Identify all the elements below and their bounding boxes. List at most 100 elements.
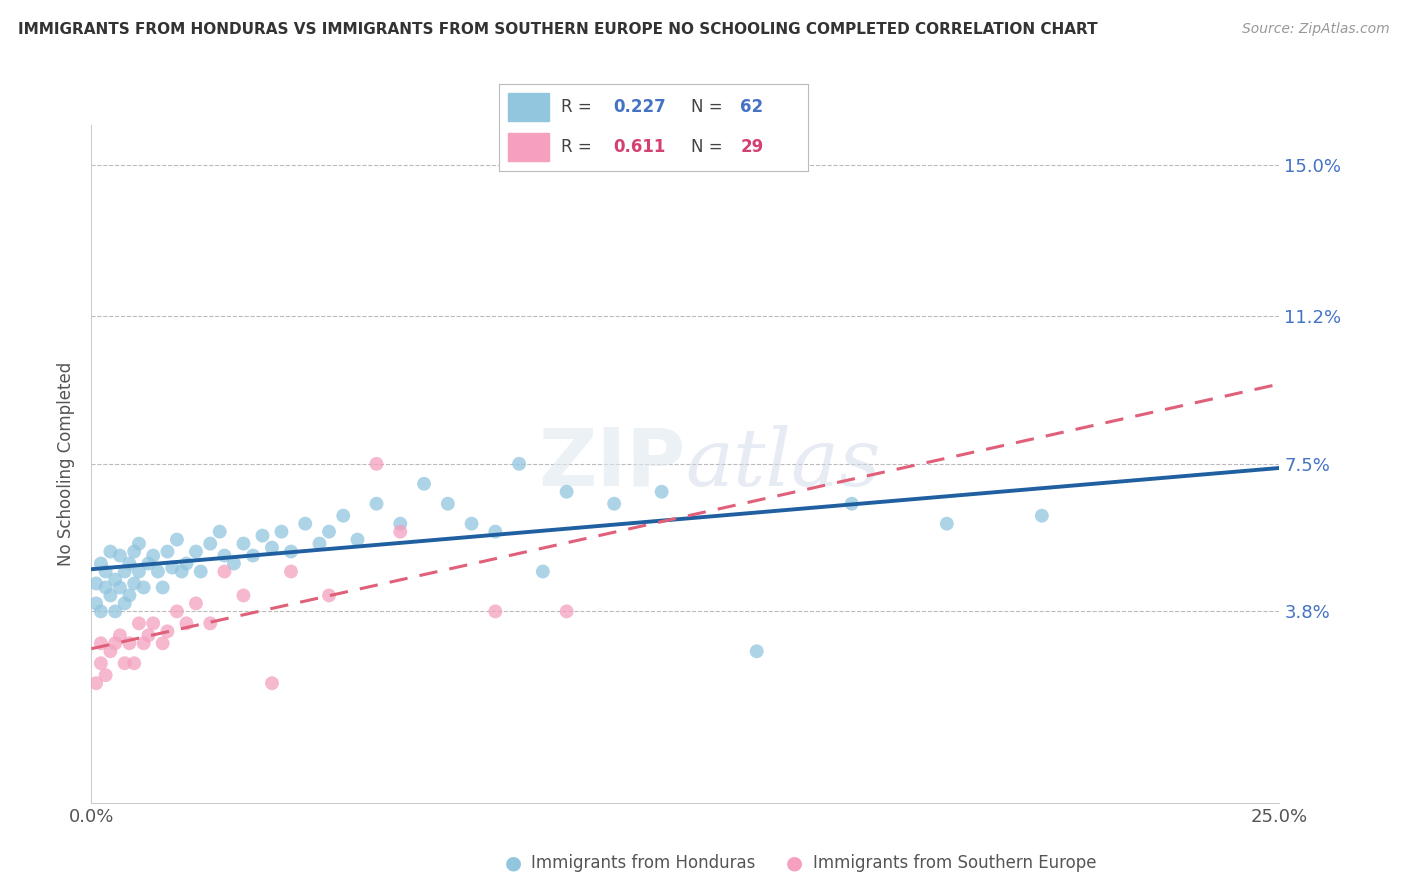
Point — [484, 604, 506, 618]
Point — [94, 565, 117, 579]
Point — [346, 533, 368, 547]
Text: 29: 29 — [741, 137, 763, 156]
Point — [389, 516, 412, 531]
Point — [366, 457, 388, 471]
Point — [132, 636, 155, 650]
Text: ●: ● — [505, 853, 522, 872]
Point — [122, 657, 145, 671]
Point — [100, 589, 122, 603]
Point — [366, 497, 388, 511]
Point — [108, 581, 131, 595]
Text: N =: N = — [690, 137, 728, 156]
Point — [100, 644, 122, 658]
Point — [184, 544, 207, 558]
Point — [841, 497, 863, 511]
Point — [128, 536, 150, 550]
Point — [308, 536, 330, 550]
Y-axis label: No Schooling Completed: No Schooling Completed — [58, 362, 76, 566]
Point — [935, 516, 957, 531]
Point — [90, 636, 112, 650]
Point — [745, 644, 768, 658]
Point — [114, 596, 136, 610]
Bar — [509, 93, 548, 120]
Point — [252, 528, 274, 542]
Point — [555, 484, 578, 499]
Text: N =: N = — [690, 97, 728, 116]
Point — [318, 589, 340, 603]
Point — [166, 604, 188, 618]
Point — [104, 636, 127, 650]
Point — [146, 565, 169, 579]
Point — [332, 508, 354, 523]
Point — [603, 497, 626, 511]
Point — [114, 657, 136, 671]
Text: atlas: atlas — [685, 425, 880, 502]
Point — [114, 565, 136, 579]
Point — [232, 536, 254, 550]
Point — [184, 596, 207, 610]
Point — [160, 560, 183, 574]
Point — [104, 573, 127, 587]
Point — [280, 565, 302, 579]
Point — [232, 589, 254, 603]
Point — [555, 604, 578, 618]
Point — [84, 596, 107, 610]
Point — [200, 536, 222, 550]
Point — [156, 624, 179, 639]
Point — [84, 576, 107, 591]
Point — [222, 557, 245, 571]
Point — [166, 533, 188, 547]
Point — [1031, 508, 1053, 523]
Point — [152, 581, 174, 595]
Point — [118, 636, 141, 650]
Point — [294, 516, 316, 531]
Point — [389, 524, 412, 539]
Text: Immigrants from Honduras: Immigrants from Honduras — [531, 854, 756, 871]
Point — [270, 524, 292, 539]
Point — [104, 604, 127, 618]
Text: IMMIGRANTS FROM HONDURAS VS IMMIGRANTS FROM SOUTHERN EUROPE NO SCHOOLING COMPLET: IMMIGRANTS FROM HONDURAS VS IMMIGRANTS F… — [18, 22, 1098, 37]
Point — [214, 549, 236, 563]
Point — [156, 544, 179, 558]
Point — [460, 516, 482, 531]
Point — [108, 549, 131, 563]
Point — [138, 628, 160, 642]
Point — [531, 565, 554, 579]
Point — [138, 557, 160, 571]
Point — [94, 668, 117, 682]
Point — [208, 524, 231, 539]
Point — [484, 524, 506, 539]
Point — [280, 544, 302, 558]
Point — [176, 616, 198, 631]
Point — [132, 581, 155, 595]
Text: ●: ● — [786, 853, 803, 872]
Point — [122, 544, 145, 558]
Text: 0.611: 0.611 — [613, 137, 666, 156]
Point — [118, 557, 141, 571]
Point — [651, 484, 673, 499]
Point — [142, 616, 165, 631]
Point — [90, 657, 112, 671]
Text: ZIP: ZIP — [538, 425, 685, 503]
Bar — [509, 133, 548, 161]
Point — [100, 544, 122, 558]
Point — [242, 549, 264, 563]
Point — [90, 557, 112, 571]
Point — [318, 524, 340, 539]
Point — [260, 541, 283, 555]
Point — [200, 616, 222, 631]
Point — [90, 604, 112, 618]
Point — [142, 549, 165, 563]
Point — [436, 497, 458, 511]
Text: 0.227: 0.227 — [613, 97, 666, 116]
Point — [260, 676, 283, 690]
Point — [128, 565, 150, 579]
Text: R =: R = — [561, 97, 598, 116]
Point — [190, 565, 212, 579]
Point — [214, 565, 236, 579]
Point — [118, 589, 141, 603]
Point — [128, 616, 150, 631]
Text: Source: ZipAtlas.com: Source: ZipAtlas.com — [1241, 22, 1389, 37]
Point — [108, 628, 131, 642]
Point — [170, 565, 193, 579]
